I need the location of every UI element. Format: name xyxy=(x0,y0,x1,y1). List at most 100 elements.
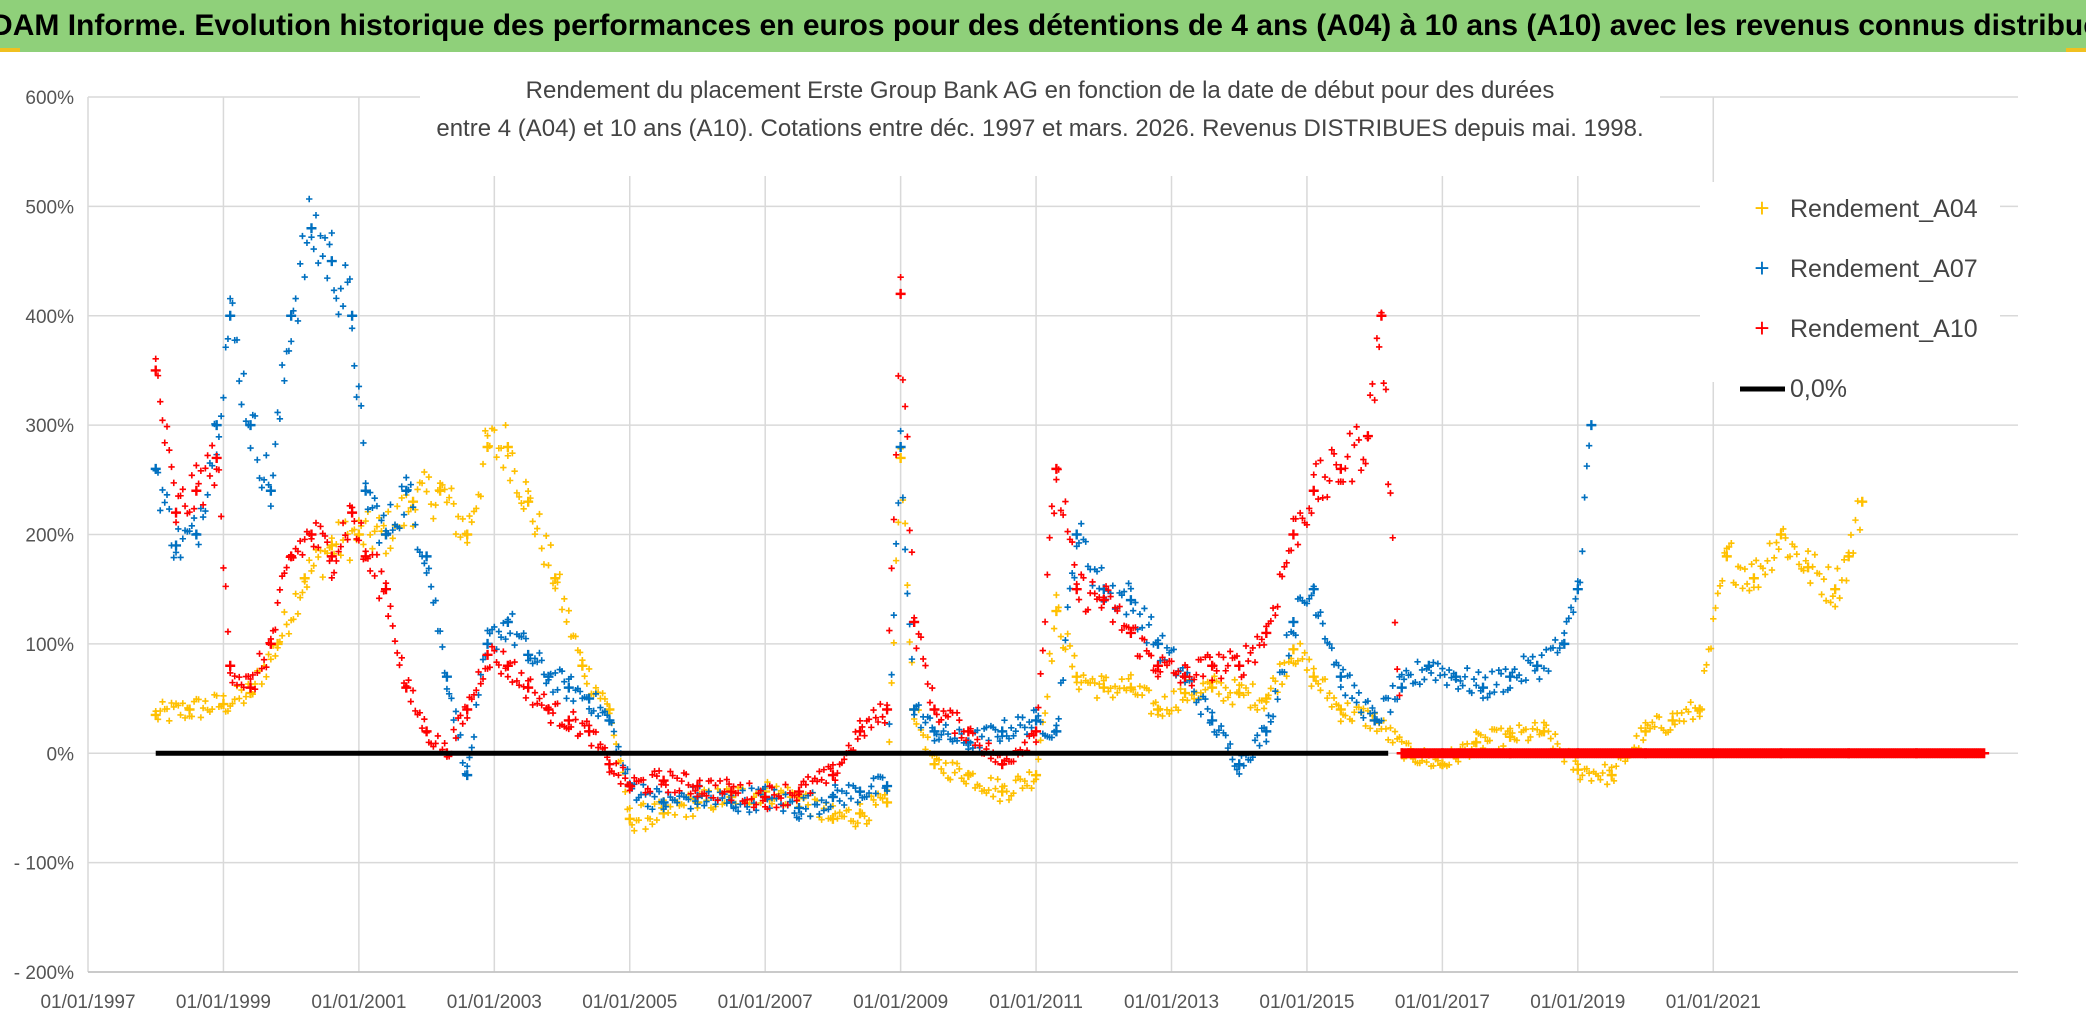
data-point xyxy=(852,784,859,792)
data-point xyxy=(917,633,925,641)
data-point xyxy=(585,705,593,712)
data-point xyxy=(504,616,512,623)
data-point xyxy=(1739,585,1746,592)
data-point xyxy=(1373,335,1381,342)
data-point xyxy=(1348,478,1356,485)
data-point xyxy=(594,712,602,720)
data-point xyxy=(655,767,663,775)
data-point xyxy=(394,503,401,510)
data-point xyxy=(1561,629,1568,637)
data-point xyxy=(1044,571,1051,578)
data-point xyxy=(161,499,168,506)
data-point xyxy=(646,788,654,795)
data-point xyxy=(486,442,494,450)
data-point xyxy=(712,801,719,808)
data-point xyxy=(680,802,688,809)
data-point xyxy=(360,439,367,447)
data-point xyxy=(240,370,247,377)
data-point xyxy=(412,521,419,528)
data-point xyxy=(1129,686,1137,694)
data-point xyxy=(734,808,742,815)
data-point xyxy=(1231,762,1238,770)
data-point xyxy=(962,737,970,744)
data-point xyxy=(895,452,906,463)
data-point xyxy=(430,515,437,522)
data-point xyxy=(1543,721,1550,729)
data-point xyxy=(1050,728,1058,736)
data-point xyxy=(1583,765,1591,773)
data-point xyxy=(475,668,482,676)
data-point xyxy=(263,673,270,680)
data-point xyxy=(1567,604,1575,611)
data-point xyxy=(306,557,313,564)
data-point xyxy=(1224,744,1232,752)
data-point xyxy=(732,803,740,811)
data-point xyxy=(1098,673,1105,680)
data-point xyxy=(1267,718,1275,726)
data-point xyxy=(1145,621,1153,629)
data-point xyxy=(1714,590,1721,597)
data-point xyxy=(1613,763,1620,770)
data-point xyxy=(328,534,335,542)
data-point xyxy=(254,456,261,464)
data-point xyxy=(1267,617,1275,625)
data-point xyxy=(1326,640,1333,648)
data-point xyxy=(527,676,534,683)
data-point xyxy=(1793,551,1800,558)
data-point xyxy=(1807,579,1814,587)
data-point xyxy=(1233,652,1241,660)
data-point xyxy=(931,737,938,744)
data-point xyxy=(741,800,749,807)
data-point xyxy=(473,687,480,694)
data-point xyxy=(439,481,446,489)
data-point xyxy=(1651,723,1658,731)
data-point xyxy=(1321,635,1329,643)
data-point xyxy=(330,569,338,576)
data-point xyxy=(1068,569,1076,577)
data-point xyxy=(861,813,868,820)
data-point xyxy=(1321,675,1329,683)
data-point xyxy=(1533,662,1541,670)
data-point xyxy=(701,802,708,809)
data-point xyxy=(926,714,934,722)
data-point xyxy=(1423,758,1430,766)
data-point xyxy=(714,797,721,804)
data-point xyxy=(509,610,516,618)
data-point xyxy=(901,546,909,553)
data-point xyxy=(1834,565,1841,572)
data-point xyxy=(1269,713,1277,720)
data-point xyxy=(190,505,198,512)
data-point xyxy=(1211,662,1218,669)
data-point xyxy=(1084,606,1092,613)
data-point xyxy=(1071,561,1078,569)
data-point xyxy=(1509,729,1516,737)
data-point xyxy=(1640,736,1647,744)
data-point xyxy=(382,579,390,587)
data-point xyxy=(1180,688,1191,699)
data-point xyxy=(1159,632,1166,639)
data-point xyxy=(405,676,412,684)
data-point xyxy=(199,704,207,712)
data-point xyxy=(1215,651,1223,658)
data-point xyxy=(840,813,848,820)
data-point xyxy=(626,805,633,812)
data-point xyxy=(1188,682,1196,689)
data-point xyxy=(1132,599,1139,606)
data-point xyxy=(418,553,426,560)
data-point xyxy=(707,777,715,784)
data-point xyxy=(1698,706,1706,713)
data-point xyxy=(583,680,591,687)
data-point xyxy=(1227,689,1234,697)
data-point xyxy=(523,682,534,693)
data-point xyxy=(831,777,839,784)
data-point xyxy=(1091,679,1098,687)
data-point xyxy=(202,465,209,472)
data-point xyxy=(461,703,469,711)
data-point xyxy=(227,295,234,302)
data-point xyxy=(953,760,961,767)
data-point xyxy=(401,485,412,496)
data-point xyxy=(292,295,299,302)
data-point xyxy=(434,732,442,740)
data-point xyxy=(1339,666,1347,673)
data-point xyxy=(373,551,381,558)
